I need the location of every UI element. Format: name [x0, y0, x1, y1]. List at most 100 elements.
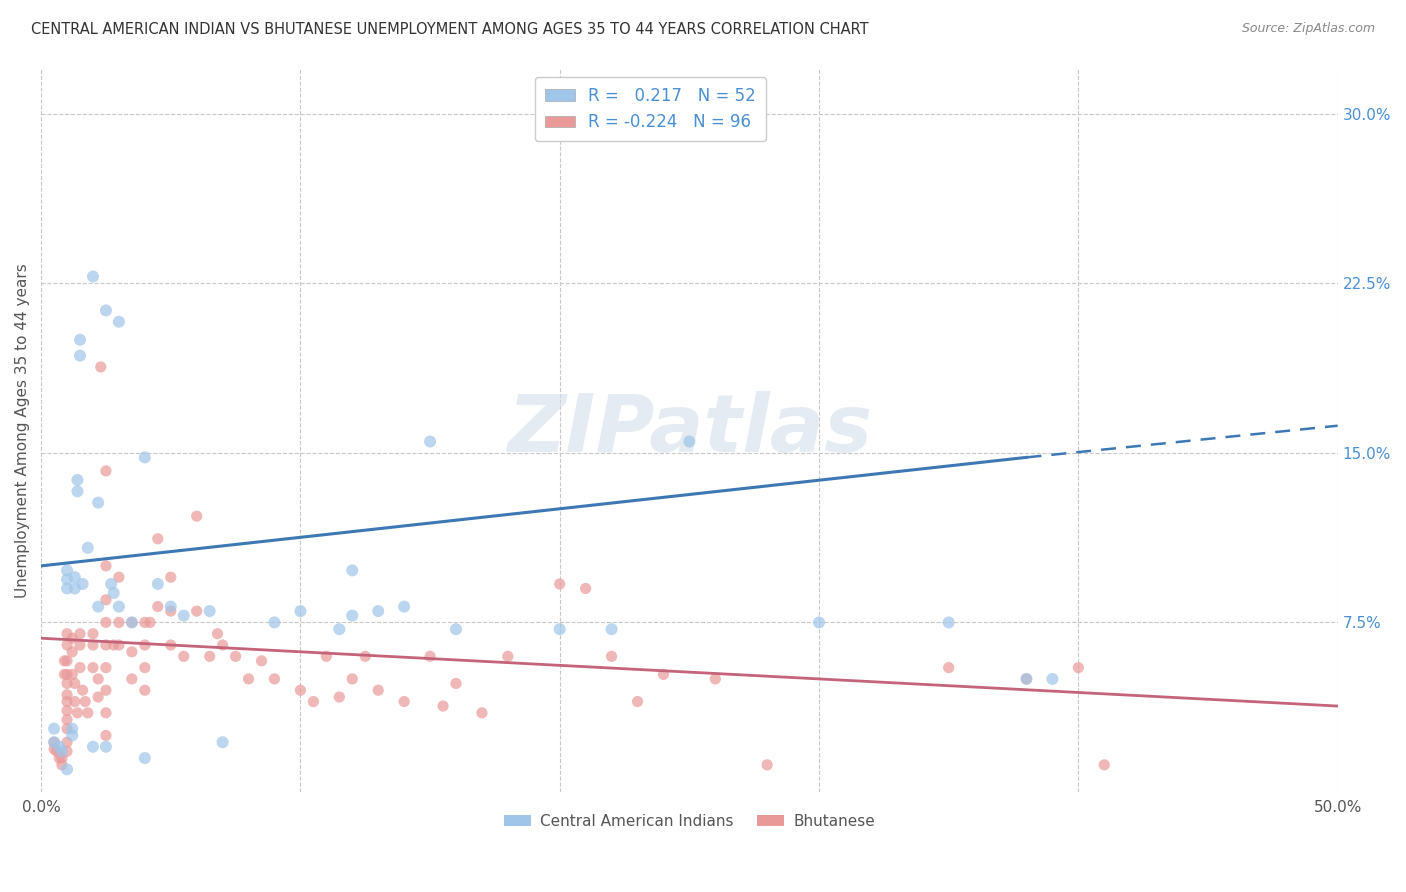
- Point: [186, 604, 208, 618]
- Point: [548, 622, 571, 636]
- Point: [56, 713, 79, 727]
- Point: [48, 751, 70, 765]
- Text: ZIPatlas: ZIPatlas: [508, 392, 872, 469]
- Point: [108, 315, 131, 329]
- Point: [328, 622, 350, 636]
- Point: [69, 638, 91, 652]
- Point: [69, 333, 91, 347]
- Point: [72, 683, 94, 698]
- Point: [626, 694, 648, 708]
- Point: [42, 735, 65, 749]
- Point: [60, 667, 83, 681]
- Text: Source: ZipAtlas.com: Source: ZipAtlas.com: [1241, 22, 1375, 36]
- Point: [302, 694, 325, 708]
- Legend: Central American Indians, Bhutanese: Central American Indians, Bhutanese: [498, 808, 882, 835]
- Point: [1015, 672, 1038, 686]
- Point: [82, 638, 104, 652]
- Point: [121, 672, 143, 686]
- Point: [51, 744, 73, 758]
- Point: [419, 649, 441, 664]
- Point: [263, 672, 285, 686]
- Point: [56, 626, 79, 640]
- Point: [1042, 672, 1064, 686]
- Point: [108, 599, 131, 614]
- Point: [82, 269, 104, 284]
- Point: [159, 570, 181, 584]
- Y-axis label: Unemployment Among Ages 35 to 44 years: Unemployment Among Ages 35 to 44 years: [15, 263, 30, 598]
- Point: [60, 728, 83, 742]
- Point: [66, 706, 89, 720]
- Point: [704, 672, 727, 686]
- Point: [94, 303, 117, 318]
- Point: [94, 592, 117, 607]
- Point: [444, 676, 467, 690]
- Point: [63, 582, 86, 596]
- Point: [342, 608, 364, 623]
- Point: [103, 586, 125, 600]
- Point: [678, 434, 700, 449]
- Point: [69, 626, 91, 640]
- Point: [496, 649, 519, 664]
- Point: [134, 450, 156, 465]
- Point: [444, 622, 467, 636]
- Point: [63, 694, 86, 708]
- Point: [69, 349, 91, 363]
- Point: [938, 615, 960, 630]
- Point: [159, 604, 181, 618]
- Point: [146, 532, 169, 546]
- Point: [108, 570, 131, 584]
- Point: [56, 744, 79, 758]
- Point: [42, 722, 65, 736]
- Point: [146, 577, 169, 591]
- Point: [53, 667, 76, 681]
- Point: [238, 672, 260, 686]
- Point: [87, 690, 110, 704]
- Point: [72, 577, 94, 591]
- Point: [90, 359, 112, 374]
- Point: [471, 706, 494, 720]
- Point: [56, 563, 79, 577]
- Point: [87, 495, 110, 509]
- Point: [82, 739, 104, 754]
- Point: [94, 728, 117, 742]
- Point: [94, 739, 117, 754]
- Point: [75, 694, 97, 708]
- Point: [76, 541, 98, 555]
- Point: [51, 757, 73, 772]
- Point: [1092, 757, 1115, 772]
- Point: [367, 683, 389, 698]
- Point: [121, 645, 143, 659]
- Point: [56, 704, 79, 718]
- Point: [56, 688, 79, 702]
- Point: [211, 735, 233, 749]
- Point: [225, 649, 247, 664]
- Point: [108, 615, 131, 630]
- Point: [198, 649, 221, 664]
- Point: [419, 434, 441, 449]
- Point: [100, 577, 122, 591]
- Text: CENTRAL AMERICAN INDIAN VS BHUTANESE UNEMPLOYMENT AMONG AGES 35 TO 44 YEARS CORR: CENTRAL AMERICAN INDIAN VS BHUTANESE UNE…: [31, 22, 869, 37]
- Point: [290, 604, 312, 618]
- Point: [315, 649, 337, 664]
- Point: [139, 615, 162, 630]
- Point: [53, 654, 76, 668]
- Point: [1015, 672, 1038, 686]
- Point: [342, 672, 364, 686]
- Point: [94, 615, 117, 630]
- Point: [56, 582, 79, 596]
- Point: [56, 694, 79, 708]
- Point: [146, 599, 169, 614]
- Point: [575, 582, 598, 596]
- Point: [134, 660, 156, 674]
- Point: [56, 638, 79, 652]
- Point: [392, 694, 415, 708]
- Point: [51, 751, 73, 765]
- Point: [60, 722, 83, 736]
- Point: [173, 608, 195, 623]
- Point: [42, 742, 65, 756]
- Point: [60, 645, 83, 659]
- Point: [432, 699, 454, 714]
- Point: [121, 615, 143, 630]
- Point: [94, 464, 117, 478]
- Point: [652, 667, 675, 681]
